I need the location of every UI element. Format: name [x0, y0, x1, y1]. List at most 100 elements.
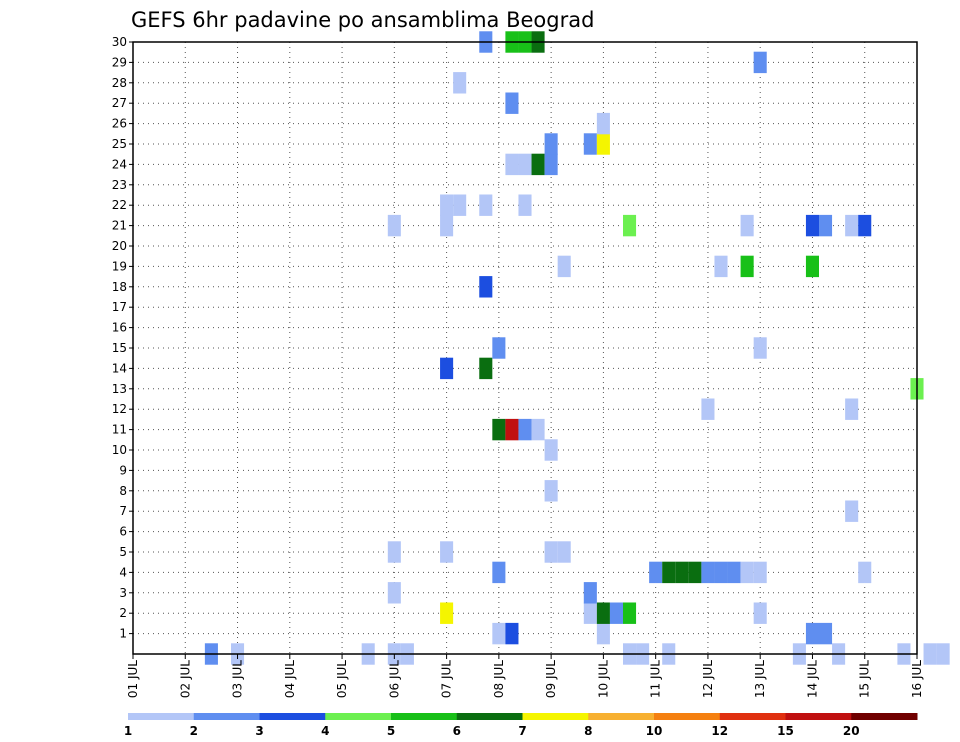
y-tick-label: 4 — [119, 565, 127, 579]
precip-cell — [623, 214, 637, 237]
grid-lines — [133, 42, 917, 654]
colorbar-swatch — [654, 713, 721, 720]
precip-cell — [492, 622, 506, 645]
y-tick-label: 29 — [112, 55, 127, 69]
precip-cell — [805, 622, 819, 645]
x-tick-label: 04 JUL — [283, 660, 297, 698]
colorbar-label: 3 — [255, 724, 263, 738]
x-tick-label: 16 JUL — [910, 660, 924, 698]
precip-cell — [505, 418, 519, 441]
colorbar-label: 7 — [518, 724, 526, 738]
precip-cell — [936, 643, 950, 665]
colorbar-swatch — [522, 713, 589, 720]
y-tick-label: 1 — [119, 627, 127, 641]
precip-cell — [596, 112, 610, 135]
precip-cell — [440, 357, 454, 380]
precip-cell — [505, 153, 519, 176]
precip-cell — [505, 622, 519, 645]
colorbar-label: 8 — [584, 724, 592, 738]
precip-cell — [858, 561, 872, 584]
precip-cell — [740, 214, 754, 237]
y-tick-label: 23 — [112, 178, 127, 192]
precip-cell — [753, 337, 767, 359]
precip-cell — [518, 418, 532, 441]
precip-cell — [753, 51, 767, 74]
chart-title: GEFS 6hr padavine po ansamblima Beograd — [131, 8, 594, 32]
precip-cell — [596, 602, 610, 624]
precip-cell — [819, 622, 833, 645]
precip-cell — [583, 582, 597, 604]
precip-cell — [688, 561, 702, 584]
colorbar-label: 4 — [321, 724, 329, 738]
colorbar-swatch — [128, 713, 195, 720]
colorbar-swatch — [851, 713, 918, 720]
precip-cell — [701, 398, 715, 420]
y-tick-label: 21 — [112, 219, 127, 233]
y-tick-label: 12 — [112, 402, 127, 416]
x-tick-label: 14 JUL — [805, 660, 819, 698]
colorbar-label: 6 — [453, 724, 461, 738]
precip-cell — [845, 500, 859, 522]
precip-cell — [557, 255, 571, 278]
precip-cell — [387, 214, 401, 237]
precip-cell — [531, 153, 545, 176]
precip-cell — [805, 255, 819, 278]
y-tick-label: 30 — [112, 35, 127, 49]
precip-cell — [819, 214, 833, 237]
precip-cell — [583, 133, 597, 155]
y-tick-label: 20 — [112, 239, 127, 253]
colorbar-label: 20 — [843, 724, 860, 738]
precip-cell — [479, 357, 493, 380]
x-tick-label: 06 JUL — [387, 660, 401, 698]
y-tick-label: 15 — [112, 341, 127, 355]
y-tick-label: 17 — [112, 300, 127, 314]
y-tick-label: 18 — [112, 280, 127, 294]
precip-cell — [492, 418, 506, 441]
precip-cell — [923, 643, 937, 665]
precip-cell — [845, 214, 859, 237]
colorbar-swatch — [193, 713, 260, 720]
precip-cell — [662, 561, 676, 584]
colorbar-label: 10 — [646, 724, 663, 738]
y-tick-label: 8 — [119, 484, 127, 498]
y-tick-label: 24 — [112, 157, 127, 171]
precip-cell — [623, 602, 637, 624]
precip-cell — [649, 561, 663, 584]
precip-cell — [492, 561, 506, 584]
colorbar-swatch — [325, 713, 392, 720]
precip-cell — [544, 541, 558, 563]
y-tick-label: 2 — [119, 606, 127, 620]
colorbar-swatch — [456, 713, 523, 720]
precip-cell — [440, 194, 454, 216]
colorbar-label: 15 — [777, 724, 794, 738]
x-tick-label: 13 JUL — [753, 660, 767, 698]
precip-cell — [596, 622, 610, 645]
y-tick-label: 16 — [112, 321, 127, 335]
x-tick-label: 08 JUL — [492, 660, 506, 698]
precip-cell — [753, 561, 767, 584]
precip-cell — [440, 541, 454, 563]
precip-cell — [727, 561, 741, 584]
precip-cell — [583, 602, 597, 624]
x-tick-label: 02 JUL — [178, 660, 192, 698]
x-tick-label: 10 JUL — [596, 660, 610, 698]
colorbar: 1 2 3 4 5 6 7 8 10 12 15 20 — [124, 713, 918, 738]
colorbar-swatch — [391, 713, 458, 720]
precip-cell — [858, 214, 872, 237]
y-tick-label: 9 — [119, 463, 127, 477]
x-tick-label: 12 JUL — [701, 660, 715, 698]
precip-cell — [518, 194, 532, 216]
x-tick-label: 09 JUL — [544, 660, 558, 698]
y-tick-label: 22 — [112, 198, 127, 212]
x-tick-label: 03 JUL — [231, 660, 245, 698]
precip-cell — [714, 255, 728, 278]
precip-cell — [740, 561, 754, 584]
x-tick-label: 15 JUL — [858, 660, 872, 698]
precip-cell — [714, 561, 728, 584]
y-tick-label: 26 — [112, 117, 127, 131]
precip-cell — [544, 153, 558, 176]
precip-cell — [845, 398, 859, 420]
precip-cell — [440, 602, 454, 624]
plot-frame — [132, 41, 918, 655]
